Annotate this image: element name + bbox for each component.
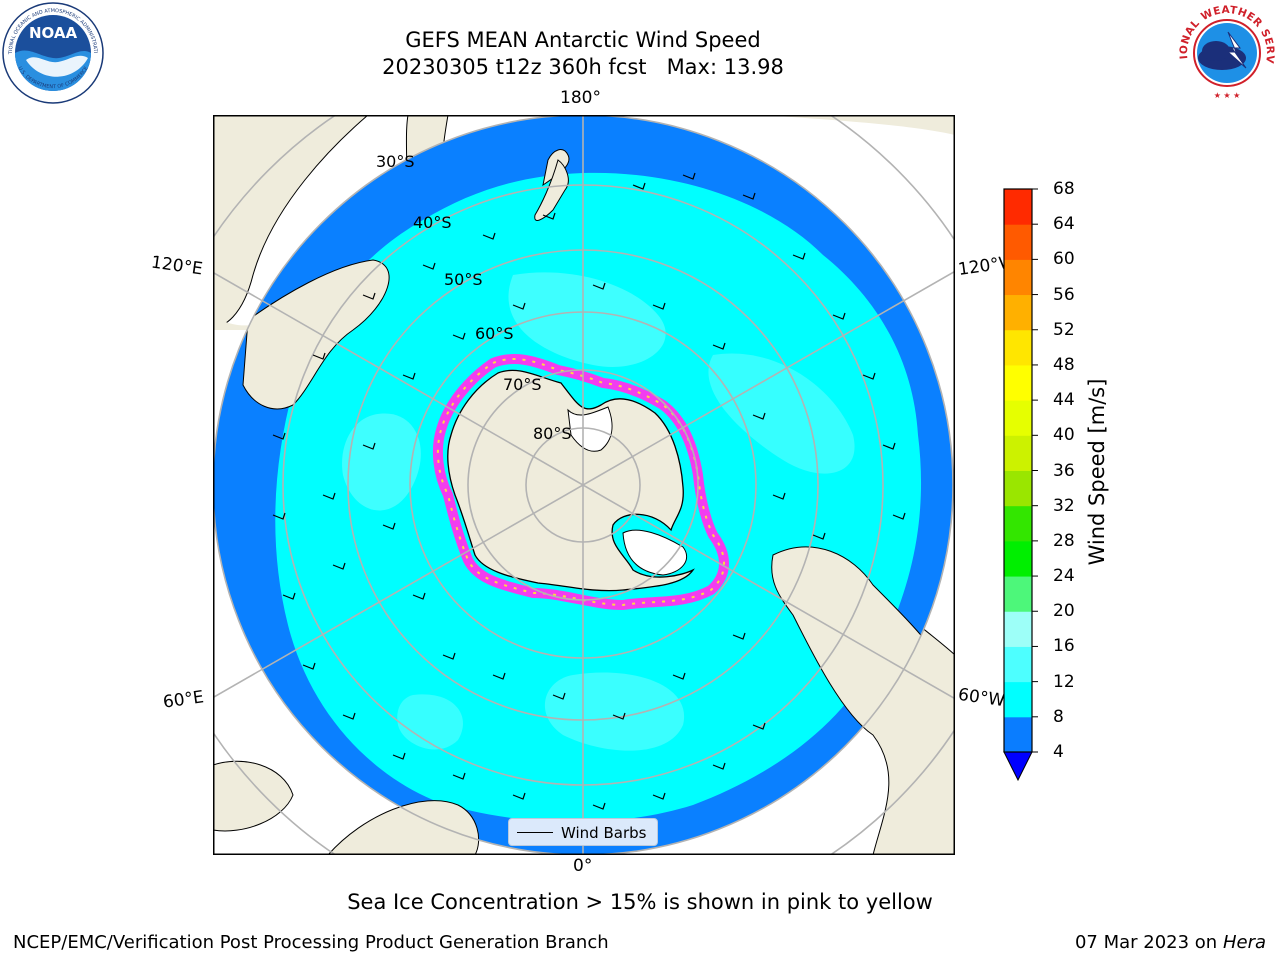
colorbar-tick-label: 68 <box>1053 179 1075 199</box>
lon-label-60w: 60°W <box>956 684 1007 712</box>
colorbar-tick-label: 20 <box>1053 601 1075 622</box>
chart-title: GEFS MEAN Antarctic Wind Speed <box>405 28 761 52</box>
colorbar-segment <box>1004 716 1032 753</box>
colorbar-tick-label: 4 <box>1053 742 1064 762</box>
lon-label-180: 180° <box>560 88 601 108</box>
colorbar-segment <box>1004 611 1032 647</box>
colorbar-segment <box>1004 364 1032 401</box>
colorbar-segment <box>1004 224 1032 260</box>
colorbar-tick-label: 32 <box>1053 495 1075 516</box>
colorbar-tick-label: 28 <box>1053 530 1075 551</box>
ronne-ice-shelf <box>622 529 688 576</box>
colorbar-segment <box>1004 259 1032 296</box>
wind-speed-colorbar <box>1003 188 1038 782</box>
colorbar-segment <box>1004 540 1032 577</box>
lat-label-70s: 70°S <box>503 375 542 394</box>
colorbar-tick-label: 52 <box>1053 319 1075 340</box>
footer-organization: NCEP/EMC/Verification Post Processing Pr… <box>13 932 609 953</box>
chart-subtitle: 20230305 t12z 360h fcst Max: 13.98 <box>382 55 784 79</box>
colorbar-tick-label: 8 <box>1053 706 1064 727</box>
footer-date: 07 Mar 2023 on Hera <box>1075 932 1266 953</box>
lon-label-0: 0° <box>573 856 593 876</box>
colorbar-tick-label: 16 <box>1053 636 1075 657</box>
colorbar-tick-label: 64 <box>1053 214 1075 235</box>
wind-barb-legend-line <box>517 832 553 833</box>
colorbar-label: Wind Speed [m/s] <box>1085 378 1109 566</box>
antarctic-wind-map <box>213 115 955 855</box>
footer-machine: Hera <box>1222 932 1266 953</box>
noaa-logo-icon: NOAA NATIONAL OCEANIC AND ATMOSPHERIC AD… <box>2 2 104 104</box>
colorbar-segment <box>1004 294 1032 331</box>
svg-text:★ ★ ★: ★ ★ ★ <box>1214 91 1241 100</box>
colorbar-segment <box>1004 470 1032 507</box>
wind-barbs <box>272 172 906 810</box>
graticule <box>213 115 955 855</box>
colorbar-segment <box>1004 576 1032 612</box>
colorbar-segment <box>1004 646 1032 683</box>
lat-label-80s: 80°S <box>533 424 572 443</box>
map-legend: Wind Barbs <box>508 818 658 846</box>
lat-label-30s: 30°S <box>376 152 415 171</box>
colorbar-segment <box>1004 400 1032 436</box>
colorbar-tick-label: 12 <box>1053 671 1075 692</box>
colorbar-segment <box>1004 435 1032 471</box>
colorbar-segment <box>1004 681 1032 718</box>
colorbar-tick-label: 40 <box>1053 425 1075 446</box>
colorbar-tick-label: 60 <box>1053 249 1075 270</box>
colorbar-segment <box>1004 505 1032 542</box>
colorbar-segment <box>1004 189 1032 225</box>
national-weather-service-logo-icon: NATIONAL WEATHER SERVICE ★ ★ ★ <box>1176 2 1276 102</box>
colorbar-tick-label: 24 <box>1053 566 1075 587</box>
colorbar-segment <box>1004 329 1032 366</box>
lat-label-40s: 40°S <box>413 213 452 232</box>
colorbar-tick-label: 48 <box>1053 354 1075 375</box>
legend-label: Wind Barbs <box>561 824 647 842</box>
sea-ice-note: Sea Ice Concentration > 15% is shown in … <box>347 890 933 914</box>
colorbar-under-triangle <box>1003 751 1033 782</box>
noaa-logo-text: NOAA <box>29 24 78 42</box>
colorbar-tick-label: 44 <box>1053 390 1075 411</box>
colorbar-tick-label: 56 <box>1053 284 1075 305</box>
antarctica-land <box>447 369 695 592</box>
lon-label-60e: 60°E <box>161 687 206 713</box>
lon-label-120e: 120°E <box>149 252 204 280</box>
lat-label-60s: 60°S <box>475 324 514 343</box>
lat-label-50s: 50°S <box>444 270 483 289</box>
colorbar-tick-label: 36 <box>1053 460 1075 481</box>
footer-date-text: 07 Mar 2023 on <box>1074 932 1218 953</box>
